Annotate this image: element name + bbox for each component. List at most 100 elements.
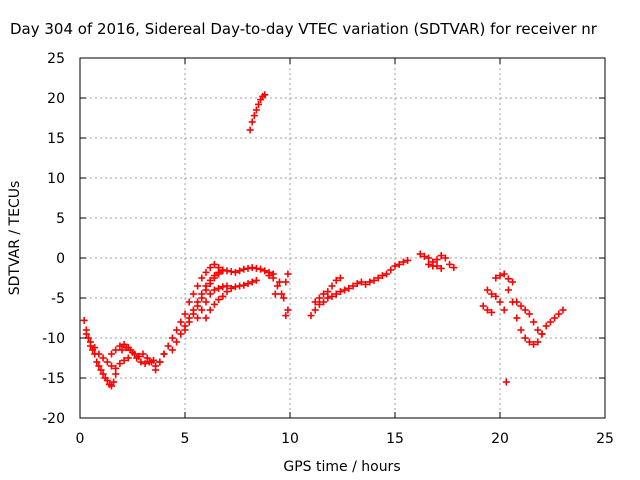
data-point [261, 91, 269, 99]
data-point [135, 352, 143, 360]
y-tick-label: -10 [42, 331, 65, 347]
data-point [525, 310, 533, 318]
data-point [181, 310, 189, 318]
data-point [255, 100, 262, 108]
data-point [87, 338, 94, 346]
plot-frame [79, 57, 606, 419]
data-point [206, 280, 214, 288]
data-point [433, 262, 441, 270]
y-tick-label: 5 [56, 211, 65, 227]
data-point [433, 256, 441, 264]
data-point [357, 278, 365, 286]
data-point [185, 318, 193, 326]
y-tick-label: -20 [42, 411, 65, 427]
data-point [341, 286, 349, 294]
x-axis-label: GPS time / hours [283, 459, 400, 475]
data-point [280, 294, 288, 302]
data-point [252, 106, 260, 114]
data-point [240, 281, 248, 289]
data-point [108, 362, 115, 370]
data-point [215, 270, 223, 278]
data-point [202, 268, 210, 276]
data-point [420, 252, 428, 260]
data-point [194, 302, 202, 310]
data-point [284, 306, 292, 314]
data-point [265, 272, 273, 280]
data-point [391, 262, 399, 270]
data-point [248, 118, 256, 126]
data-point [215, 296, 223, 304]
data-point [395, 260, 403, 268]
data-point [124, 354, 132, 362]
data-point [492, 292, 500, 300]
y-tick-label: 10 [47, 171, 65, 187]
data-point [120, 356, 128, 364]
data-point [278, 290, 286, 298]
data-point [517, 302, 525, 310]
data-point [95, 362, 103, 370]
data-point [509, 278, 517, 286]
data-point [261, 267, 269, 275]
data-point [202, 314, 210, 322]
data-point [103, 358, 111, 366]
data-point [315, 294, 323, 302]
data-point [450, 264, 458, 272]
data-point [517, 326, 525, 334]
data-point [160, 350, 168, 358]
data-point [202, 286, 210, 294]
data-point [383, 270, 391, 278]
data-point [143, 354, 151, 362]
data-point [206, 290, 214, 298]
data-point [93, 358, 101, 366]
data-point [521, 334, 529, 342]
data-point [206, 306, 214, 314]
data-point [198, 306, 206, 314]
data-point [332, 276, 340, 284]
data-point [112, 364, 120, 372]
data-point [231, 268, 239, 276]
data-point [546, 318, 554, 326]
data-point [240, 265, 248, 273]
data-point [496, 272, 504, 280]
data-point [194, 314, 202, 322]
data-point [320, 290, 328, 298]
data-point [328, 282, 336, 290]
data-point [84, 334, 92, 342]
data-point [307, 312, 315, 320]
data-point [311, 306, 319, 314]
data-point [399, 258, 407, 266]
data-point [139, 350, 147, 358]
data-point [320, 298, 328, 306]
data-point [250, 112, 258, 120]
data-point [362, 280, 370, 288]
data-point [202, 298, 210, 306]
data-point [269, 274, 277, 282]
y-tick-label: 25 [47, 51, 65, 67]
data-point [80, 316, 88, 324]
data-point [437, 252, 445, 260]
data-point [177, 330, 185, 338]
data-point [219, 292, 227, 300]
data-point [349, 282, 357, 290]
data-point [112, 346, 120, 354]
data-point [336, 288, 344, 296]
data-point [345, 284, 353, 292]
data-point [173, 338, 181, 346]
data-point [99, 354, 107, 362]
data-point [521, 306, 529, 314]
data-point [108, 350, 115, 358]
data-point [542, 322, 550, 330]
x-tick-label: 15 [386, 431, 404, 447]
data-point [210, 300, 218, 308]
data-point [141, 360, 149, 368]
x-tick-label: 25 [596, 431, 614, 447]
data-series [80, 91, 567, 390]
data-point [131, 350, 139, 358]
data-point [282, 278, 290, 286]
data-point [483, 286, 491, 294]
data-point [82, 330, 90, 338]
data-point [425, 260, 433, 268]
data-point [99, 370, 107, 378]
data-point [315, 300, 323, 308]
